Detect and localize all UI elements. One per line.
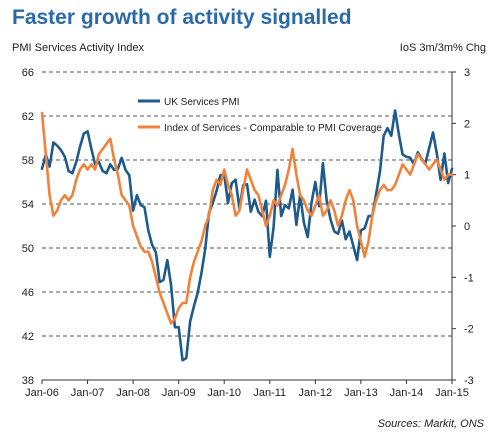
source-note: Sources: Markit, ONS [377,418,484,430]
y-left-tick-label: 58 [22,155,34,167]
x-tick-label: Jan-15 [435,387,469,399]
right-axis-label: IoS 3m/3m% Chg [399,42,486,54]
left-axis-label: PMI Services Activity Index [12,42,145,54]
series-line-index-of-services [40,111,454,325]
y-right-tick-label: 3 [464,67,470,79]
y-right-tick-label: 1 [464,170,470,182]
y-left-tick-label: 66 [22,67,34,79]
y-left-tick-label: 54 [22,199,34,211]
x-tick-label: Jan-09 [162,387,196,399]
legend: UK Services PMI Index of Services - Compa… [132,92,382,134]
x-tick-label: Jan-14 [390,387,424,399]
y-right-tick-label: 2 [464,118,470,130]
y-left-tick-label: 42 [22,331,34,343]
x-tick-label: Jan-08 [116,387,150,399]
y-left-tick-label: 38 [22,375,34,387]
y-right-tick-label: 0 [464,221,470,233]
x-tick-label: Jan-12 [299,387,333,399]
y-left-tick-label: 50 [22,243,34,255]
legend-background [132,92,250,108]
y-right-tick-label: -3 [464,375,474,387]
y-left-tick-label: 62 [22,111,34,123]
x-tick-label: Jan-11 [253,387,286,399]
x-tick-label: Jan-13 [344,387,378,399]
x-tick-label: Jan-07 [71,387,105,399]
x-tick-label: Jan-10 [207,387,241,399]
axes: 38 42 46 50 54 58 62 66 -3 -2 -1 0 1 2 3 Jan-06 Jan-07 Ja… [22,67,474,399]
series-lines [40,109,454,362]
y-right-tick-label: -1 [464,272,474,284]
x-tick-label: Jan-06 [25,387,59,399]
y-left-tick-label: 46 [22,287,34,299]
gridlines [42,71,452,337]
legend-label: Index of Services - Comparable to PMI Co… [164,123,382,134]
legend-label: UK Services PMI [164,97,240,108]
y-right-tick-label: -2 [464,324,474,336]
legend-background [132,118,370,134]
chart-title: Faster growth of activity signalled [12,6,352,29]
series-line-uk-services-pmi [40,109,454,362]
